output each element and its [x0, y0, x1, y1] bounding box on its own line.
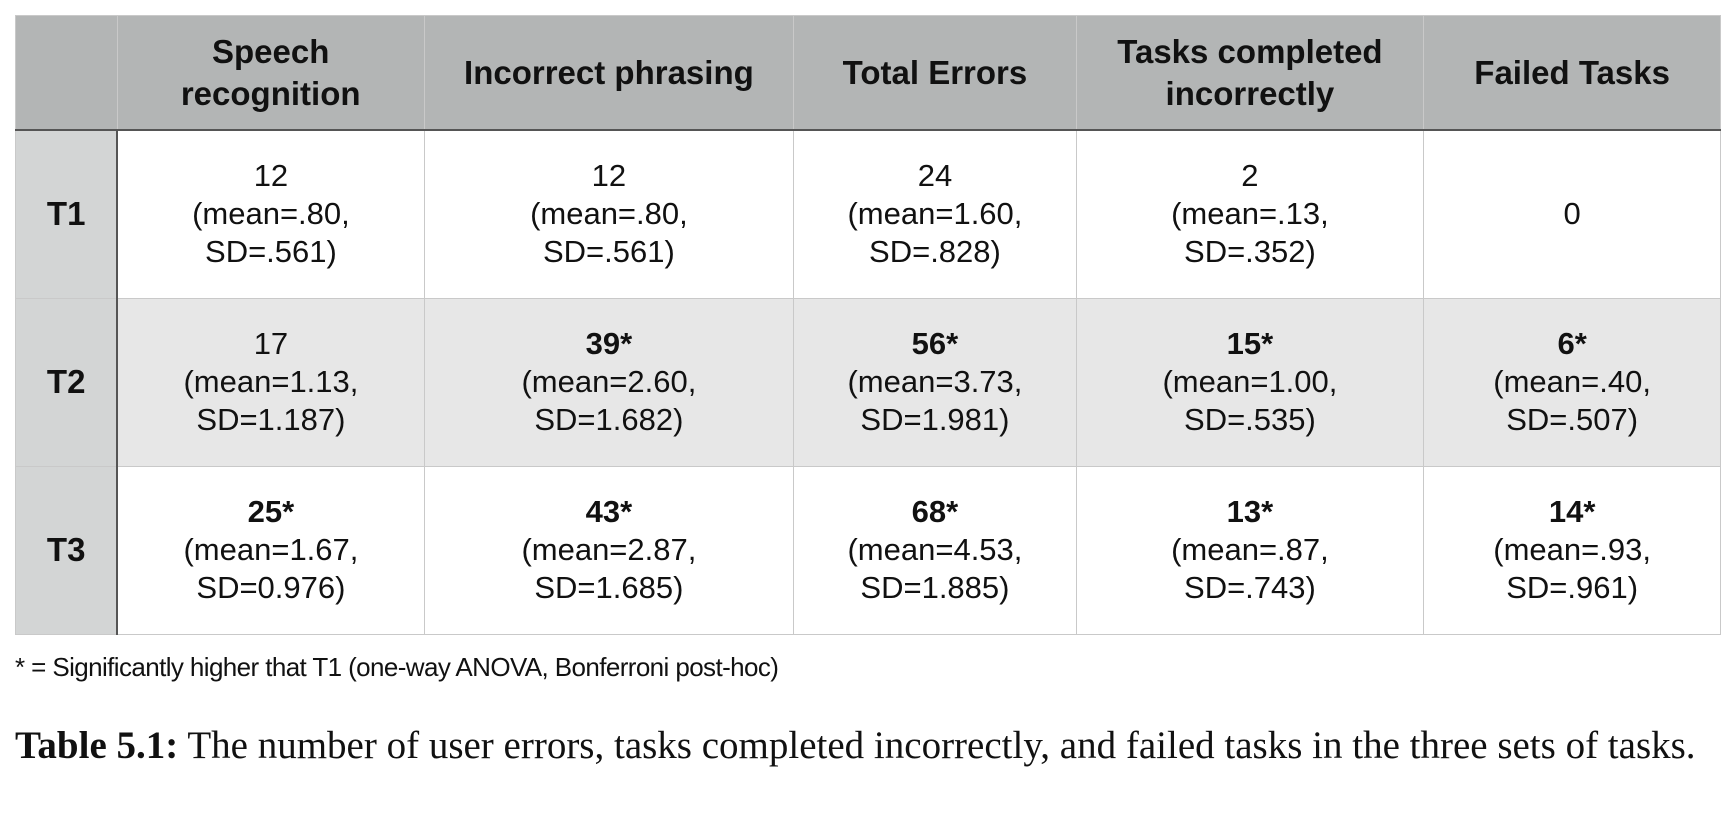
cell-count: 43* — [585, 494, 633, 529]
cell-total-errors: 24 (mean=1.60, SD=.828) — [793, 129, 1077, 299]
corner-cell — [15, 15, 118, 131]
cell-count: 56* — [911, 326, 959, 361]
table-row-t1: T1 12 (mean=.80, SD=.561) 12 (mean=.80, SD=.56… — [15, 129, 1721, 299]
col-header-failed-tasks: Failed Tasks — [1423, 15, 1721, 131]
cell-count: 39* — [585, 326, 633, 361]
cell-count: 14* — [1548, 494, 1596, 529]
cell-sd: SD=.561) — [205, 234, 337, 270]
col-header-incorrect-phrasing: Incorrect phrasing — [423, 15, 795, 131]
cell-speech-recognition: 12 (mean=.80, SD=.561) — [116, 129, 425, 299]
cell-sd: SD=1.682) — [534, 402, 684, 437]
cell-sd: SD=.828) — [869, 234, 1001, 270]
cell-mean: (mean=2.60, — [521, 364, 697, 399]
table-body: T1 12 (mean=.80, SD=.561) 12 (mean=.80, SD=.56… — [15, 129, 1721, 635]
cell-mean: (mean=.80, — [530, 196, 688, 232]
header-row: Speech recognition Incorrect phrasing Tot… — [15, 15, 1721, 131]
cell-mean: (mean=1.60, — [847, 196, 1023, 232]
cell-count: 12 — [253, 158, 289, 194]
cell-incorrect-phrasing: 43* (mean=2.87, SD=1.685) — [423, 465, 795, 635]
cell-count: 25* — [247, 494, 295, 529]
col-header-speech-recognition: Speech recognition — [116, 15, 425, 131]
cell-sd: SD=1.187) — [196, 402, 346, 437]
cell-mean: (mean=2.87, — [521, 532, 697, 567]
cell-sd: SD=1.685) — [534, 570, 684, 605]
cell-failed-tasks: 14* (mean=.93, SD=.961) — [1423, 465, 1721, 635]
cell-total-errors: 68* (mean=4.53, SD=1.885) — [793, 465, 1077, 635]
cell-sd: SD=.961) — [1506, 570, 1639, 605]
table-caption: Table 5.1: The number of user errors, ta… — [15, 722, 1727, 770]
col-header-label: Total Errors — [842, 53, 1028, 91]
cell-sd: SD=.507) — [1506, 402, 1639, 437]
cell-count: 15* — [1226, 326, 1274, 361]
col-header-label: Incorrect phrasing — [464, 53, 754, 91]
cell-failed-tasks: 6* (mean=.40, SD=.507) — [1423, 297, 1721, 467]
table-header: Speech recognition Incorrect phrasing Tot… — [15, 15, 1721, 131]
cell-incorrect-phrasing: 12 (mean=.80, SD=.561) — [423, 129, 795, 299]
cell-mean: (mean=.93, — [1493, 532, 1651, 567]
col-header-label: Speech recognition — [180, 32, 361, 112]
col-header-label: Failed Tasks — [1474, 53, 1670, 91]
cell-tasks-completed-incorrectly: 15* (mean=1.00, SD=.535) — [1075, 297, 1425, 467]
cell-failed-tasks: 0 — [1423, 129, 1721, 299]
row-label: T2 — [15, 297, 119, 467]
cell-tasks-completed-incorrectly: 2 (mean=.13, SD=.352) — [1075, 129, 1425, 299]
cell-mean: (mean=.40, — [1493, 364, 1651, 399]
cell-count: 12 — [591, 158, 627, 194]
table-footnote: * = Significantly higher that T1 (one-wa… — [15, 652, 779, 682]
col-header-total-errors: Total Errors — [793, 15, 1077, 131]
cell-mean: (mean=1.67, — [183, 532, 359, 567]
cell-count: 13* — [1226, 494, 1274, 529]
col-header-label: Tasks completed incorrectly — [1117, 32, 1383, 112]
caption-label: Table 5.1: — [15, 724, 179, 767]
cell-mean: (mean=.80, — [192, 196, 350, 232]
cell-sd: SD=.743) — [1184, 570, 1316, 605]
cell-total-errors: 56* (mean=3.73, SD=1.981) — [793, 297, 1077, 467]
cell-count: 68* — [911, 494, 959, 529]
cell-sd: SD=.535) — [1184, 402, 1316, 437]
cell-count: 17 — [253, 326, 289, 361]
cell-mean: (mean=3.73, — [847, 364, 1023, 399]
results-table: Speech recognition Incorrect phrasing Tot… — [15, 15, 1721, 635]
cell-count: 24 — [917, 158, 953, 194]
cell-incorrect-phrasing: 39* (mean=2.60, SD=1.682) — [423, 297, 795, 467]
cell-mean: (mean=.13, — [1171, 196, 1329, 232]
cell-speech-recognition: 17 (mean=1.13, SD=1.187) — [116, 297, 425, 467]
cell-speech-recognition: 25* (mean=1.67, SD=0.976) — [116, 465, 425, 635]
cell-sd: SD=.352) — [1184, 234, 1316, 270]
row-label: T1 — [15, 129, 119, 299]
cell-mean: (mean=.87, — [1171, 532, 1329, 567]
cell-sd: SD=0.976) — [196, 570, 346, 605]
cell-count: 0 — [1563, 196, 1581, 232]
cell-mean: (mean=1.00, — [1162, 364, 1338, 399]
cell-mean: (mean=1.13, — [183, 364, 359, 399]
cell-count: 6* — [1557, 326, 1587, 361]
col-header-tasks-completed-incorrectly: Tasks completed incorrectly — [1075, 15, 1425, 131]
cell-mean: (mean=4.53, — [847, 532, 1023, 567]
table-row-t2: T2 17 (mean=1.13, SD=1.187) 39* (mean=2.60, SD… — [15, 297, 1721, 467]
row-label: T3 — [15, 465, 119, 635]
table-row-t3: T3 25* (mean=1.67, SD=0.976) 43* (mean=2.87, S… — [15, 465, 1721, 635]
caption-text: The number of user errors, tasks complet… — [187, 724, 1696, 767]
cell-sd: SD=.561) — [542, 234, 675, 270]
cell-tasks-completed-incorrectly: 13* (mean=.87, SD=.743) — [1075, 465, 1425, 635]
cell-sd: SD=1.981) — [860, 402, 1010, 437]
cell-count: 2 — [1241, 158, 1259, 194]
cell-sd: SD=1.885) — [860, 570, 1010, 605]
